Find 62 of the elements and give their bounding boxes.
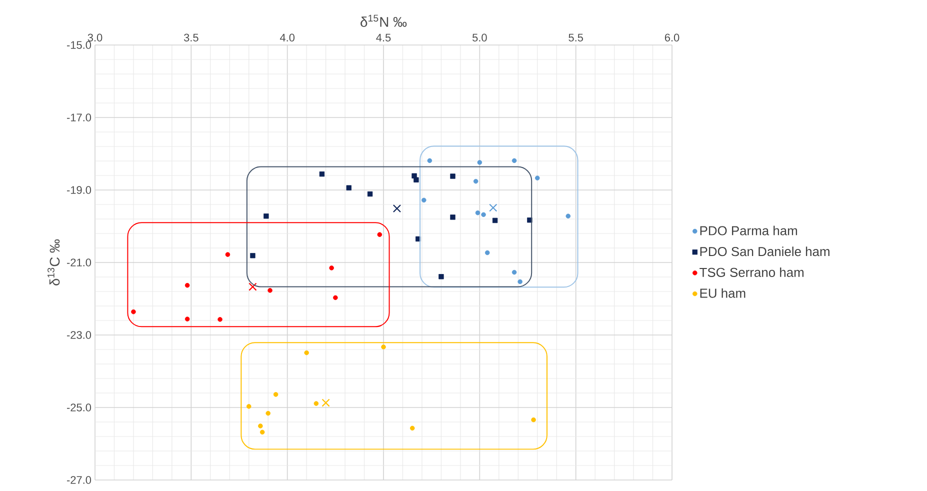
legend-label: EU ham [700, 288, 746, 298]
y-tick-label: -21.0 [66, 258, 92, 266]
y-tick-label: -19.0 [66, 186, 92, 194]
point [367, 191, 373, 197]
point [412, 173, 417, 178]
point [260, 430, 265, 435]
legend-label: TSG Serrano ham [700, 267, 804, 277]
point [377, 232, 382, 237]
point [492, 218, 498, 224]
x-tick-label: 5.0 [472, 34, 487, 42]
y-tick-label: -15.0 [66, 41, 92, 49]
x-tick-label: 3.0 [88, 34, 102, 42]
point [266, 410, 270, 416]
point [250, 253, 256, 258]
point [225, 252, 230, 257]
point [475, 210, 480, 216]
point [268, 288, 272, 293]
point [512, 270, 517, 275]
point [218, 317, 222, 322]
point [273, 392, 278, 397]
point [258, 424, 263, 428]
point [333, 295, 338, 300]
legend-label: PDO Parma ham [700, 226, 798, 236]
point [422, 198, 426, 203]
point [438, 274, 444, 280]
point [410, 426, 415, 431]
point [304, 350, 309, 356]
x-tick-label: 3.5 [184, 34, 198, 42]
x-tick-label: 6.0 [664, 34, 680, 42]
point [381, 344, 386, 350]
point [329, 266, 334, 270]
point [481, 212, 486, 218]
point [184, 316, 190, 322]
y-axis-title: δ$^{13}$C ‰ [48, 239, 60, 286]
x-tick-label: 5.5 [568, 34, 583, 42]
point [473, 178, 478, 184]
point [314, 401, 319, 406]
point [346, 185, 352, 190]
point [484, 250, 490, 256]
point [566, 214, 571, 218]
point [450, 174, 456, 179]
y-tick-label: -27.0 [66, 476, 92, 484]
point [534, 176, 540, 180]
point [512, 158, 517, 164]
point [264, 214, 269, 219]
x-tick-label: 4.5 [376, 34, 391, 42]
point [450, 214, 456, 220]
point [131, 309, 136, 314]
y-tick-label: -23.0 [66, 331, 92, 339]
point [518, 279, 522, 284]
point [414, 177, 419, 182]
point [531, 417, 536, 422]
y-tick-label: -17.0 [66, 114, 92, 122]
point [184, 282, 190, 288]
x-tick-label: 4.0 [280, 34, 295, 42]
point [319, 171, 325, 177]
x-axis-title: δ$^{15}$N ‰ [360, 14, 407, 27]
y-tick-label: -25.0 [66, 404, 92, 412]
point [477, 160, 482, 165]
point [246, 404, 252, 409]
point [427, 158, 432, 164]
legend-label: PDO San Daniele ham [700, 246, 830, 256]
